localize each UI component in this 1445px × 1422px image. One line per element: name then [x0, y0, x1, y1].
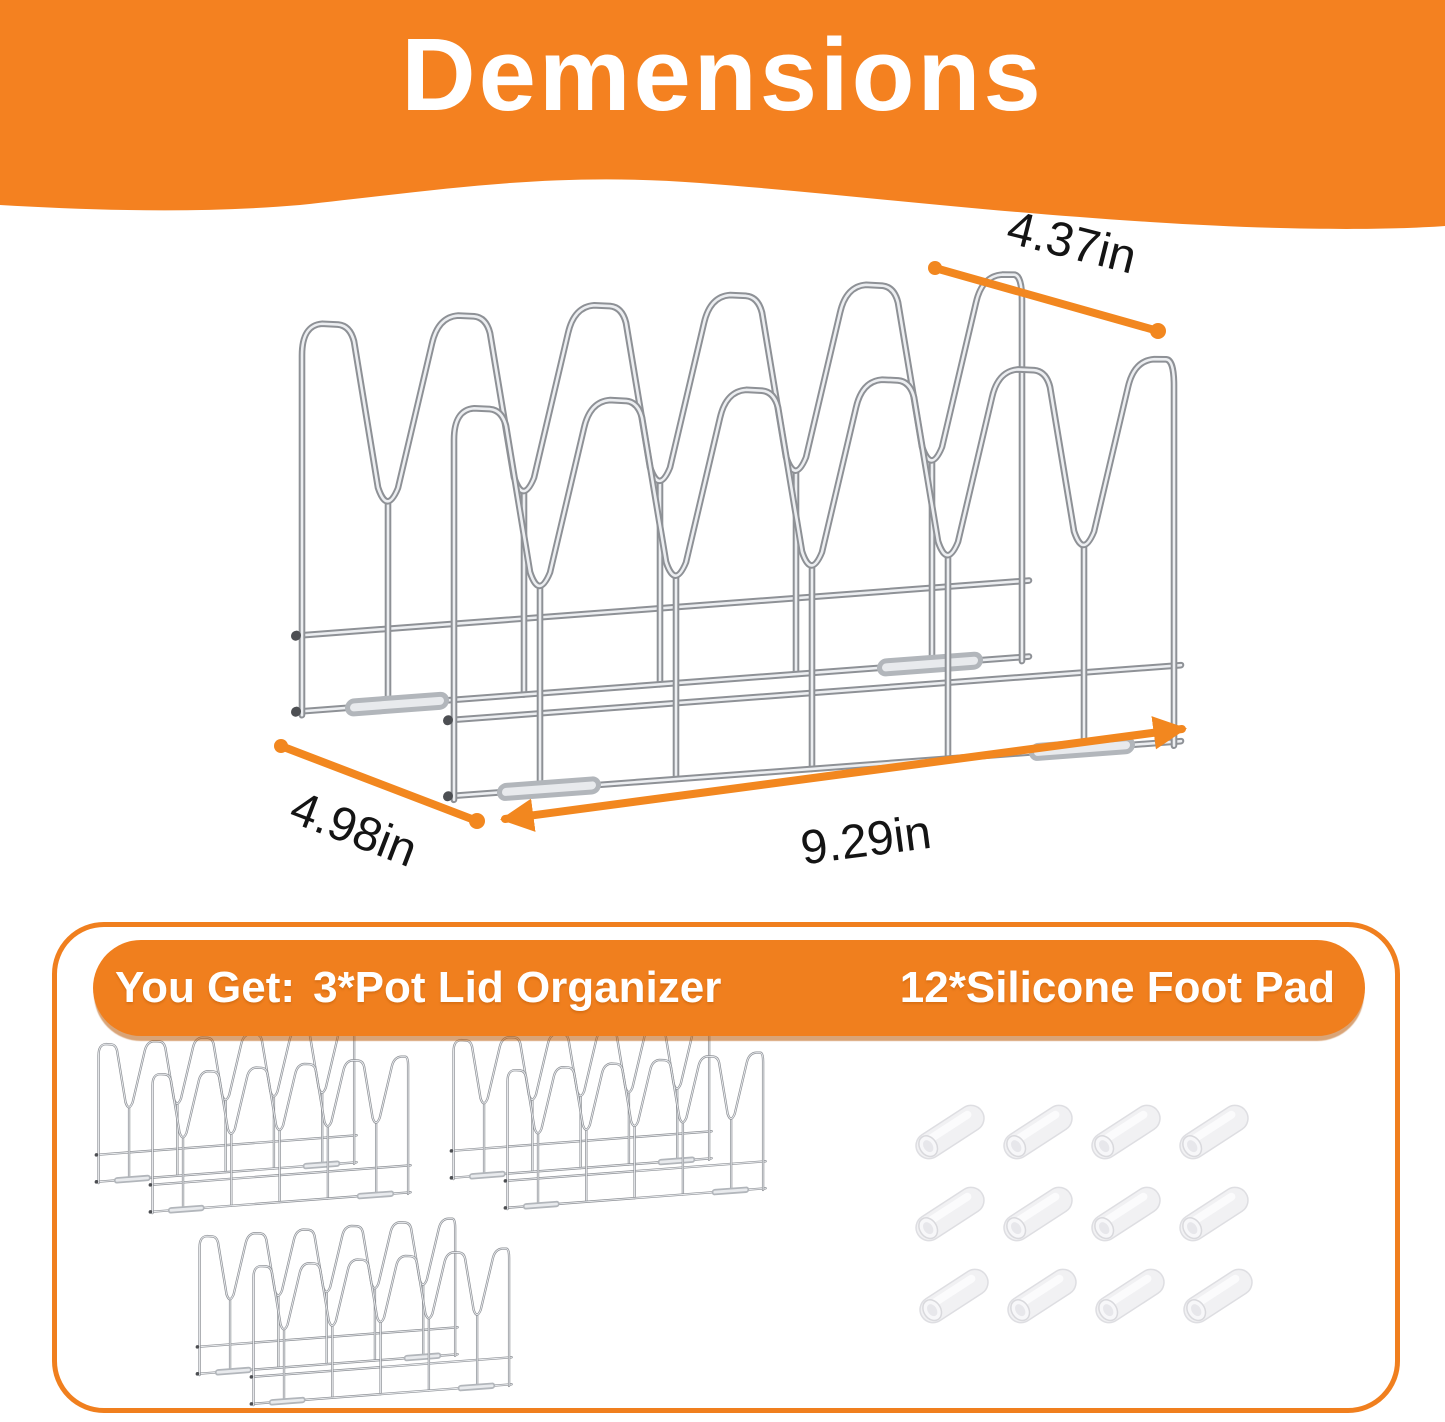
silicone-foot-pad	[1003, 1186, 1073, 1242]
silicone-foot-pad	[1091, 1186, 1161, 1242]
silicone-foot-pad	[1003, 1104, 1073, 1160]
dimension-arrow-left	[274, 739, 485, 829]
silicone-foot-pad	[1179, 1186, 1249, 1242]
organizer-count-label: 3*Pot Lid Organizer	[313, 963, 722, 1012]
silicone-foot-pad	[1095, 1268, 1165, 1324]
page-title: Demensions	[401, 17, 1044, 132]
package-contents-box: You Get: 3*Pot Lid Organizer 12*Silicone…	[52, 922, 1400, 1413]
included-foot-pads	[915, 1104, 1253, 1324]
you-get-label: You Get:	[115, 963, 296, 1012]
dimension-arrow-top	[928, 261, 1166, 339]
dimension-label-bottom: 9.29in	[798, 806, 935, 876]
silicone-foot-pad	[1183, 1268, 1253, 1324]
silicone-foot-pad	[1179, 1104, 1249, 1160]
silicone-foot-pad	[915, 1186, 985, 1242]
header-banner	[0, 0, 1445, 229]
silicone-foot-pad	[915, 1104, 985, 1160]
foot-pad-count-label: 12*Silicone Foot Pad	[899, 963, 1335, 1012]
silicone-foot-pad	[919, 1268, 989, 1324]
silicone-foot-pad	[1091, 1104, 1161, 1160]
main-rack-image	[291, 259, 1181, 813]
dimension-arrow-bottom	[500, 716, 1187, 832]
package-banner: You Get: 3*Pot Lid Organizer 12*Silicone…	[93, 940, 1365, 1036]
silicone-foot-pad	[1007, 1268, 1077, 1324]
